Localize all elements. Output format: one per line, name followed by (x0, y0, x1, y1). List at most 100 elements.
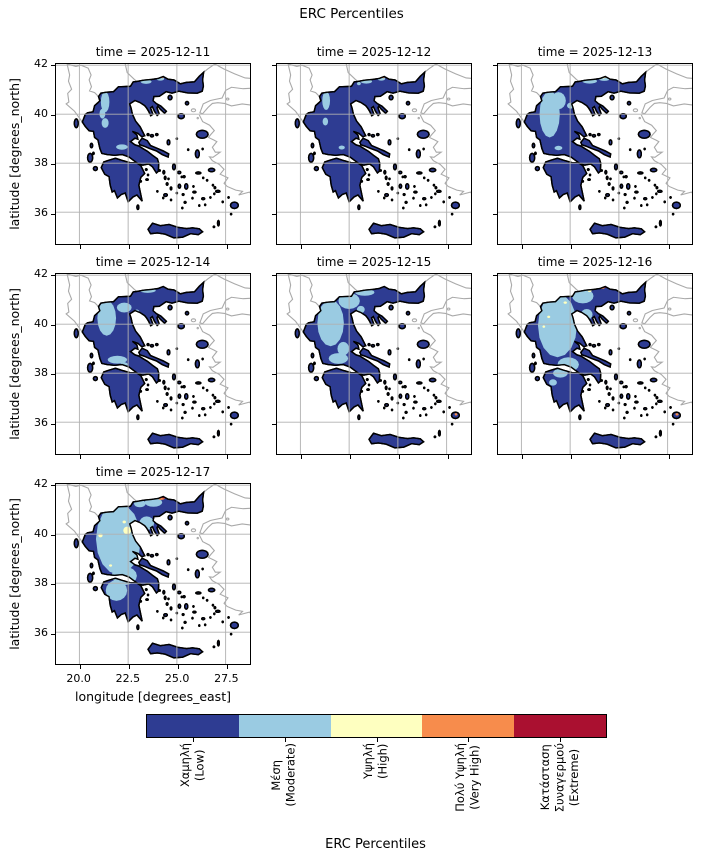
x-tick (300, 455, 302, 459)
x-tick (79, 665, 81, 669)
y-tick-label: 38 (34, 366, 48, 380)
colorbar-tick (560, 738, 562, 742)
x-axis-label: longitude [degrees_east] (75, 689, 231, 704)
gridlines (56, 274, 250, 454)
x-tick-label: 25.0 (164, 672, 190, 685)
y-tick (51, 324, 55, 326)
y-axis-label: latitude [degrees_north] (7, 288, 23, 440)
colorbar-class-labels: Χαμηλή (Low) Μέση (Moderate) Υψηλή (High) Π… (146, 743, 605, 835)
y-tick (493, 324, 497, 326)
colorbar-label: ERC Percentiles (325, 837, 426, 852)
y-tick (51, 633, 55, 635)
panel-title: time = 2025-12-13 (537, 45, 653, 59)
colorbar-class-label-moderate: Μέση (Moderate) (269, 743, 298, 807)
colorbar-class-label-high: Υψηλή (High) (361, 743, 390, 779)
y-tick (51, 534, 55, 536)
y-tick (51, 374, 55, 376)
x-tick (128, 245, 130, 249)
x-tick (349, 455, 351, 459)
y-tick (51, 164, 55, 166)
x-tick (300, 245, 302, 249)
y-tick (493, 423, 497, 425)
x-tick (669, 245, 671, 249)
x-tick (570, 455, 572, 459)
x-tick (79, 455, 81, 459)
panel-title: time = 2025-12-11 (95, 45, 211, 59)
x-tick-label: 22.5 (115, 672, 141, 685)
y-tick (493, 65, 497, 67)
x-tick (399, 245, 401, 249)
y-tick-label: 42 (34, 57, 48, 71)
y-tick (493, 164, 497, 166)
colorbar-class-label-low: Χαμηλή (Low) (177, 743, 206, 788)
x-tick (399, 455, 401, 459)
x-tick-label: 20.0 (66, 672, 91, 685)
erc-class-patches (99, 76, 165, 150)
y-tick-label: 42 (34, 477, 48, 491)
neighbor-coastlines (287, 64, 471, 198)
y-tick (51, 65, 55, 67)
facet-panel-2025-12-12 (272, 63, 472, 249)
y-tick (272, 423, 276, 425)
x-tick (227, 665, 229, 669)
facet-panel-2025-12-13 (493, 63, 693, 249)
colorbar-segment-high (330, 715, 423, 737)
figure-title: ERC Percentiles (299, 6, 404, 22)
y-tick (51, 114, 55, 116)
gridlines (498, 274, 692, 454)
y-tick (272, 213, 276, 215)
x-tick (669, 455, 671, 459)
facet-panel-2025-12-17 (51, 483, 251, 669)
y-tick (493, 374, 497, 376)
greece-map-2025-12-13 (498, 64, 692, 244)
x-tick (128, 455, 130, 459)
x-tick (178, 245, 180, 249)
x-tick (178, 455, 180, 459)
greece-map-2025-12-16 (498, 274, 692, 454)
greece-map-2025-12-17 (56, 484, 250, 664)
x-tick (349, 245, 351, 249)
gridlines (56, 64, 250, 244)
panel-title: time = 2025-12-12 (316, 45, 432, 59)
facet-panel-2025-12-11 (51, 63, 251, 249)
colorbar-class-label-very_high: Πολύ Υψηλή (Very High) (452, 743, 482, 812)
y-tick-label: 38 (34, 576, 48, 590)
colorbar-class-label-extreme: Κατάσταση Συναγερμού (Extreme) (537, 743, 581, 813)
y-tick-label: 36 (34, 625, 48, 639)
colorbar-tick (192, 738, 194, 742)
colorbar-segment-low (147, 715, 239, 737)
colorbar-segment-very_high (422, 715, 515, 737)
y-tick (51, 485, 55, 487)
panel-title: time = 2025-12-16 (537, 255, 653, 269)
colorbar (146, 714, 607, 738)
y-tick (493, 114, 497, 116)
x-tick (521, 455, 523, 459)
y-tick (51, 213, 55, 215)
y-tick (493, 213, 497, 215)
facet-panel-2025-12-16 (493, 273, 693, 459)
y-axis-label: latitude [degrees_north] (7, 78, 23, 230)
y-tick (272, 374, 276, 376)
x-tick (227, 245, 229, 249)
colorbar-segment-extreme (514, 715, 606, 737)
facet-panel-2025-12-14 (51, 273, 251, 459)
y-tick (51, 584, 55, 586)
y-tick (51, 275, 55, 277)
x-tick (128, 665, 130, 669)
y-tick-label: 40 (34, 526, 48, 540)
y-tick (272, 164, 276, 166)
y-tick (272, 275, 276, 277)
x-tick (570, 245, 572, 249)
x-tick (448, 455, 450, 459)
x-tick-label: 27.5 (214, 672, 239, 685)
colorbar-tick (376, 738, 378, 742)
panel-title: time = 2025-12-15 (316, 255, 432, 269)
x-tick (178, 665, 180, 669)
y-tick (272, 114, 276, 116)
neighbor-coastlines (287, 274, 471, 408)
colorbar-tick (284, 738, 286, 742)
gridlines (277, 274, 471, 454)
y-tick-label: 38 (34, 156, 48, 170)
y-tick-label: 40 (34, 316, 48, 330)
